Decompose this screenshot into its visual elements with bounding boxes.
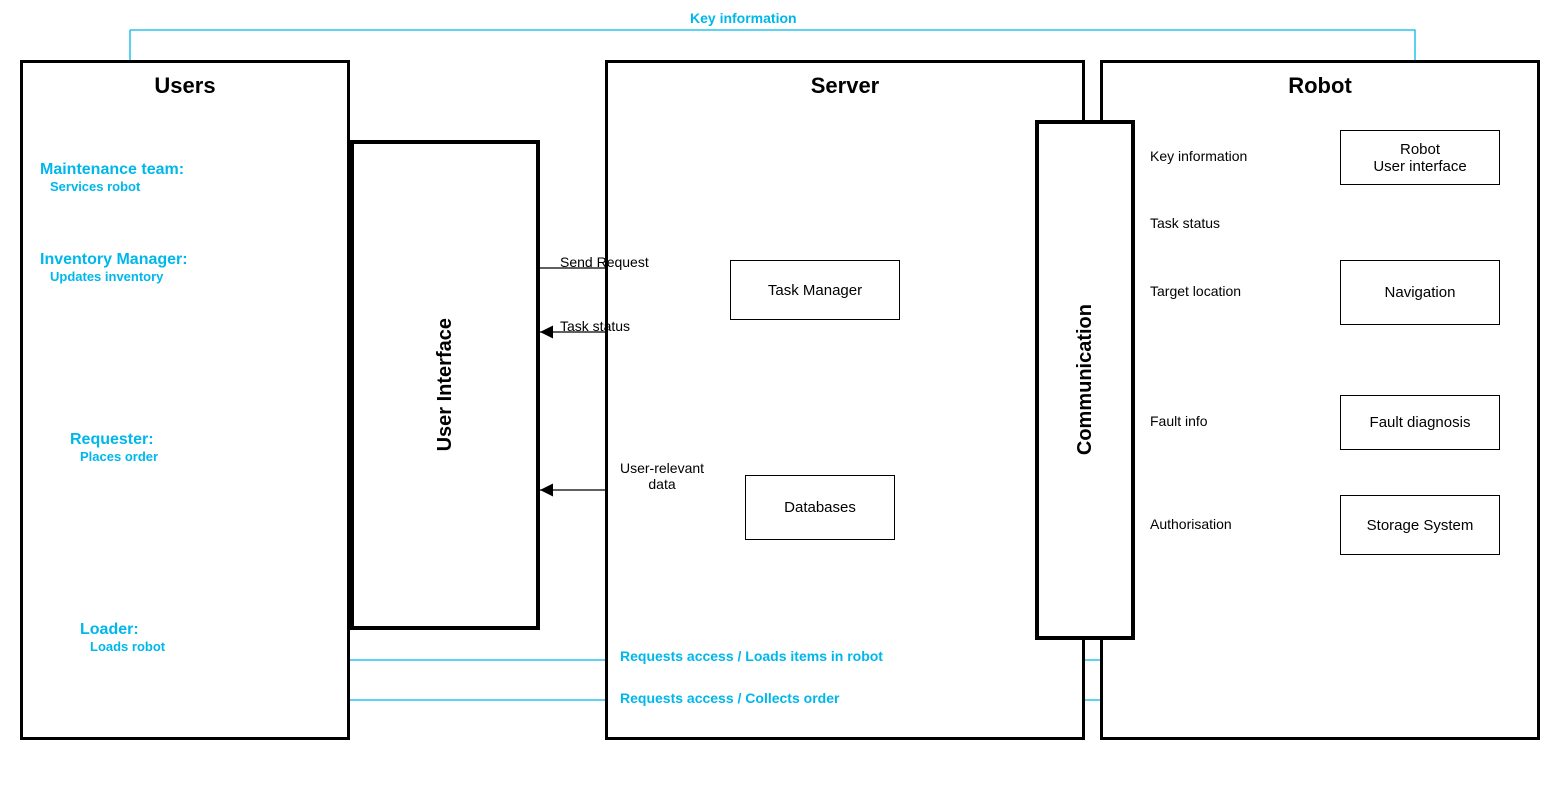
node-navigation: Navigation — [1340, 260, 1500, 325]
edge-label-key_info_top: Key information — [690, 10, 797, 26]
node-user_interface: User Interface — [350, 140, 540, 630]
edge-label-user_relevant: User-relevantdata — [620, 460, 704, 492]
node-label-communication: Communication — [1074, 304, 1097, 455]
edge-label-task_status_ui: Task status — [560, 318, 630, 334]
edge-label-req_loads: Requests access / Loads items in robot — [620, 648, 883, 664]
container-server: Server — [605, 60, 1085, 740]
edge-label-fault_info: Fault info — [1150, 413, 1208, 429]
edge-label-text-authorisation: Authorisation — [1150, 516, 1232, 532]
user-loader: Loader:Loads robot — [80, 620, 165, 655]
edge-label-text-fault_info: Fault info — [1150, 413, 1208, 429]
user-role-maintenance: Maintenance team: — [40, 160, 184, 179]
node-label-robot_ui: RobotUser interface — [1373, 141, 1466, 175]
edge-label-req_collects: Requests access / Collects order — [620, 690, 839, 706]
user-maintenance: Maintenance team:Services robot — [40, 160, 184, 195]
node-storage: Storage System — [1340, 495, 1500, 555]
edge-label-target_loc: Target location — [1150, 283, 1241, 299]
node-label-fault: Fault diagnosis — [1370, 414, 1471, 431]
container-title-users: Users — [154, 73, 215, 99]
node-communication: Communication — [1035, 120, 1135, 640]
edge-label-send_request: Send Request — [560, 254, 649, 270]
container-title-server: Server — [811, 73, 880, 99]
edge-label-text-key_info_r: Key information — [1150, 148, 1247, 164]
node-robot_ui: RobotUser interface — [1340, 130, 1500, 185]
node-label-databases: Databases — [784, 499, 856, 516]
edge-label-text-user_relevant: User-relevant — [620, 460, 704, 476]
edge-label-text-key_info_top: Key information — [690, 10, 797, 26]
user-role-requester: Requester: — [70, 430, 158, 449]
edge-label-text-task_status_r: Task status — [1150, 215, 1220, 231]
node-databases: Databases — [745, 475, 895, 540]
node-label-navigation: Navigation — [1385, 284, 1456, 301]
edge-label-task_status_r: Task status — [1150, 215, 1220, 231]
user-role-inventory: Inventory Manager: — [40, 250, 188, 269]
edge-label-text-req_loads: Requests access / Loads items in robot — [620, 648, 883, 664]
edge-label-text-req_collects: Requests access / Collects order — [620, 690, 839, 706]
user-action-loader: Loads robot — [90, 639, 165, 655]
diagram-canvas: Users Server Robot User Interface Communicat… — [0, 0, 1561, 799]
user-role-loader: Loader: — [80, 620, 165, 639]
node-label-storage: Storage System — [1367, 517, 1474, 534]
node-label-task_manager: Task Manager — [768, 282, 862, 299]
edge-label-text-target_loc: Target location — [1150, 283, 1241, 299]
user-action-requester: Places order — [80, 449, 158, 465]
user-action-maintenance: Services robot — [50, 179, 184, 195]
user-requester: Requester:Places order — [70, 430, 158, 465]
user-inventory: Inventory Manager:Updates inventory — [40, 250, 188, 285]
edge-label-text-send_request: Send Request — [560, 254, 649, 270]
node-label-user_interface: User Interface — [434, 318, 457, 451]
node-fault: Fault diagnosis — [1340, 395, 1500, 450]
edge-label-authorisation: Authorisation — [1150, 516, 1232, 532]
edge-label-text-task_status_ui: Task status — [560, 318, 630, 334]
edge-label-text2-user_relevant: data — [620, 476, 704, 492]
container-title-robot: Robot — [1288, 73, 1352, 99]
node-task_manager: Task Manager — [730, 260, 900, 320]
edge-label-key_info_r: Key information — [1150, 148, 1247, 164]
user-action-inventory: Updates inventory — [50, 269, 188, 285]
